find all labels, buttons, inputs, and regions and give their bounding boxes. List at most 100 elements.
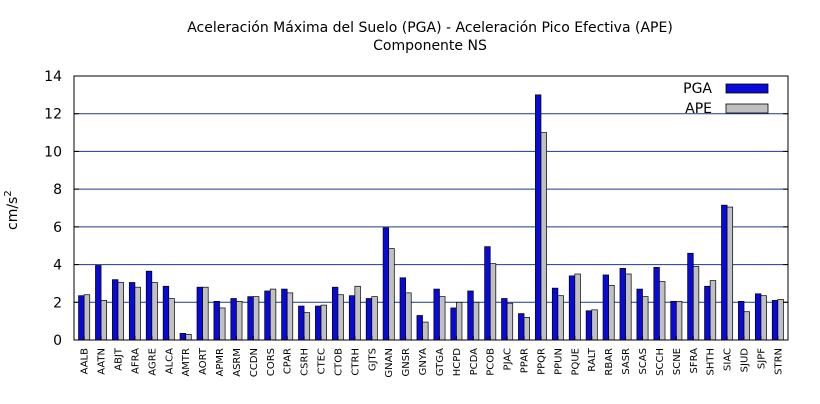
x-tick-label: CTOB — [333, 348, 344, 376]
bar-pga-strn — [772, 300, 778, 340]
x-tick-label: GNYA — [418, 348, 429, 376]
bar-ape-hcpd — [456, 302, 462, 340]
bar-pga-siac — [721, 205, 727, 340]
bar-pga-scas — [637, 289, 643, 340]
y-tick-label: 0 — [53, 333, 62, 349]
x-tick-label: SJUD — [740, 348, 751, 373]
x-tick-label: PQUE — [570, 348, 581, 376]
bar-pga-agre — [146, 271, 152, 340]
y-axis-label-exponent: 2 — [3, 190, 14, 196]
bar-pga-pcda — [468, 291, 474, 340]
bar-ape-csrh — [304, 313, 310, 340]
bar-pga-cpar — [282, 289, 288, 340]
y-tick-label: 14 — [44, 69, 62, 85]
legend: PGA APE — [683, 81, 768, 117]
bar-ape-amtr — [186, 334, 192, 340]
bar-pga-ppun — [552, 288, 558, 340]
x-tick-label: AGRE — [147, 348, 158, 376]
y-tick-label: 8 — [53, 182, 62, 198]
legend-label: PGA — [683, 81, 712, 97]
bar-ape-aatn — [101, 300, 107, 340]
bar-ape-scch — [659, 282, 665, 340]
x-tick-label: GNSR — [401, 348, 412, 377]
bar-ape-apmr — [220, 308, 226, 340]
bar-ape-aalb — [84, 295, 90, 340]
x-tick-label: AATN — [97, 348, 108, 375]
bar-pga-gnsr — [400, 278, 406, 340]
x-tick-label: ASRM — [232, 348, 243, 377]
bar-pga-csrh — [299, 306, 305, 340]
bar-pga-pjac — [502, 299, 508, 340]
x-tick-label: GTGA — [435, 348, 446, 376]
x-tick-label: GJTS — [367, 348, 378, 371]
x-tick-label: CCDN — [249, 348, 260, 377]
bar-ape-pjac — [507, 303, 513, 340]
bars — [79, 95, 784, 340]
x-tick-label: AMTR — [181, 348, 192, 377]
x-tick-label: GNAN — [384, 348, 395, 378]
x-tick-label: SASR — [621, 348, 632, 375]
plot-frame — [74, 76, 788, 340]
bar-pga-apmr — [214, 301, 220, 340]
bar-pga-hcpd — [451, 308, 457, 340]
bar-pga-gnya — [417, 315, 423, 340]
bar-ape-aort — [203, 287, 209, 340]
bar-ape-alca — [169, 299, 175, 340]
x-tick-label: SIAC — [723, 348, 734, 371]
x-axis-labels: AALB AATN ABJT AFRA AGRE ALCA AMTR AORT APMR ASRM… — [80, 336, 785, 378]
bar-ape-siac — [727, 207, 733, 340]
bar-ape-agre — [152, 282, 158, 340]
x-tick-label: CPAR — [283, 348, 294, 374]
bar-pga-alca — [163, 286, 169, 340]
bar-ape-pque — [575, 274, 581, 340]
bar-ape-scne — [676, 301, 682, 340]
x-tick-label: PPUN — [553, 348, 564, 375]
bar-pga-ctec — [315, 306, 321, 340]
bar-ape-ctob — [338, 295, 344, 340]
x-tick-label: SCAS — [638, 348, 649, 375]
y-tick-label: 6 — [53, 220, 62, 236]
bar-pga-ctob — [332, 287, 338, 340]
bar-pga-aalb — [79, 296, 85, 340]
bar-ape-sasr — [626, 274, 632, 340]
bar-pga-abjt — [112, 280, 118, 340]
bar-ape-sjud — [744, 312, 750, 340]
bar-ape-rbar — [609, 285, 615, 340]
bar-pga-ppqr — [535, 95, 541, 340]
bar-pga-cors — [265, 291, 271, 340]
y-axis-label: cm/s2 — [3, 190, 21, 230]
x-tick-label: AFRA — [130, 348, 141, 374]
bar-ape-shth — [710, 281, 716, 340]
y-tick-label: 12 — [44, 107, 62, 123]
bar-ape-ctrh — [355, 286, 361, 340]
bar-ape-ccdn — [253, 297, 259, 340]
x-tick-label: PCDA — [469, 348, 480, 376]
bar-ape-pcob — [490, 264, 496, 340]
legend-swatch — [726, 104, 768, 113]
chart-subtitle: Componente NS — [373, 38, 487, 54]
bar-pga-gjts — [366, 299, 372, 340]
bar-ape-ppqr — [541, 133, 547, 340]
bar-pga-aatn — [95, 266, 101, 340]
bar-ape-pcda — [473, 302, 479, 340]
bar-pga-pcob — [485, 247, 491, 340]
x-tick-label: AALB — [80, 348, 91, 375]
bar-pga-scne — [671, 301, 677, 340]
y-tick-label: 4 — [53, 258, 62, 274]
x-tick-label: PPQR — [536, 348, 547, 375]
x-tick-label: SJPF — [756, 348, 767, 369]
x-tick-label: CORS — [266, 348, 277, 376]
x-tick-label: RALT — [587, 347, 598, 372]
x-tick-label: SFRA — [689, 348, 700, 374]
y-tick-label: 2 — [53, 295, 62, 311]
bar-ape-sfra — [693, 266, 699, 340]
bar-pga-rbar — [603, 275, 609, 340]
bar-ape-asrm — [236, 301, 242, 340]
bar-ape-ralt — [592, 310, 598, 340]
bar-pga-afra — [129, 282, 135, 340]
x-tick-label: PPAR — [520, 348, 531, 373]
bar-pga-shth — [705, 286, 711, 340]
x-tick-label: AORT — [198, 347, 209, 375]
